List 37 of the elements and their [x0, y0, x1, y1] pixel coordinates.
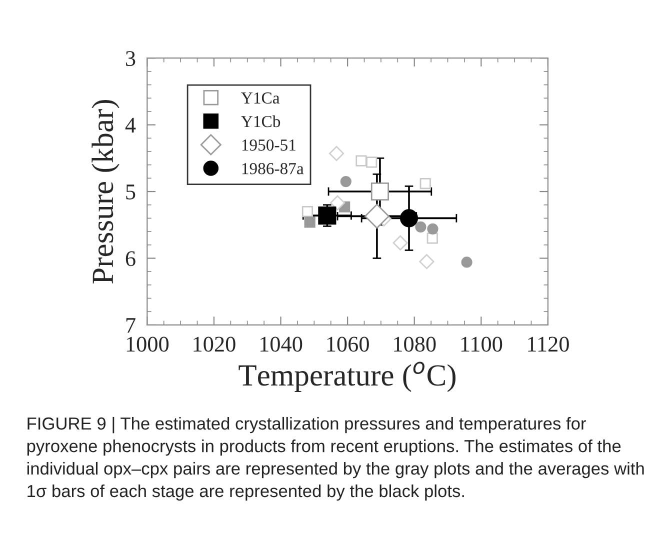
legend-label: 1950-51	[242, 139, 296, 151]
y-tick-label: 5	[126, 184, 136, 200]
x-tick-label: 1020	[194, 336, 236, 352]
point	[318, 206, 336, 225]
legend-label: Y1Ca	[241, 92, 280, 104]
point	[427, 223, 438, 234]
point	[364, 204, 390, 229]
x-tick-label: 1120	[528, 336, 569, 352]
y-tick-label: 4	[125, 118, 136, 133]
x-tick-label: 1040	[260, 336, 302, 352]
y-tick-label: 3	[126, 51, 136, 66]
y-tick-label: 6	[126, 251, 136, 266]
point	[400, 209, 418, 228]
point	[392, 235, 408, 250]
point	[304, 216, 316, 228]
x-tick-label: 1100	[461, 336, 502, 352]
point	[419, 254, 434, 270]
point	[302, 206, 314, 218]
point	[328, 146, 344, 162]
legend-label: Y1Cb	[241, 115, 280, 128]
point	[461, 256, 472, 268]
point	[420, 178, 431, 190]
y-tick-label: 7	[126, 318, 136, 333]
caption: FIGURE 9 | The estimated crystallization pressures and temperatures for pyroxene phenocrysts in products from recent eruptions. The estimates of the individual opx–cpx pairs are represented by the gray plots and the averages with 1σ bars of each stage are represented by the black plots.	[27, 416, 644, 501]
point	[356, 155, 367, 166]
point	[415, 221, 426, 232]
point	[370, 182, 389, 201]
point	[340, 176, 352, 188]
legend-label: 1986-87a	[242, 163, 304, 174]
x-axis-title: Temperature ($^{o}$C)	[238, 362, 456, 392]
point	[426, 232, 438, 244]
y-axis-title: Pressure (kbar)	[92, 100, 120, 284]
x-tick-label: 1080	[394, 336, 436, 352]
point	[330, 195, 346, 210]
point	[366, 156, 378, 168]
x-tick-label: 1060	[327, 336, 369, 352]
x-tick-label: 1000	[126, 336, 169, 352]
